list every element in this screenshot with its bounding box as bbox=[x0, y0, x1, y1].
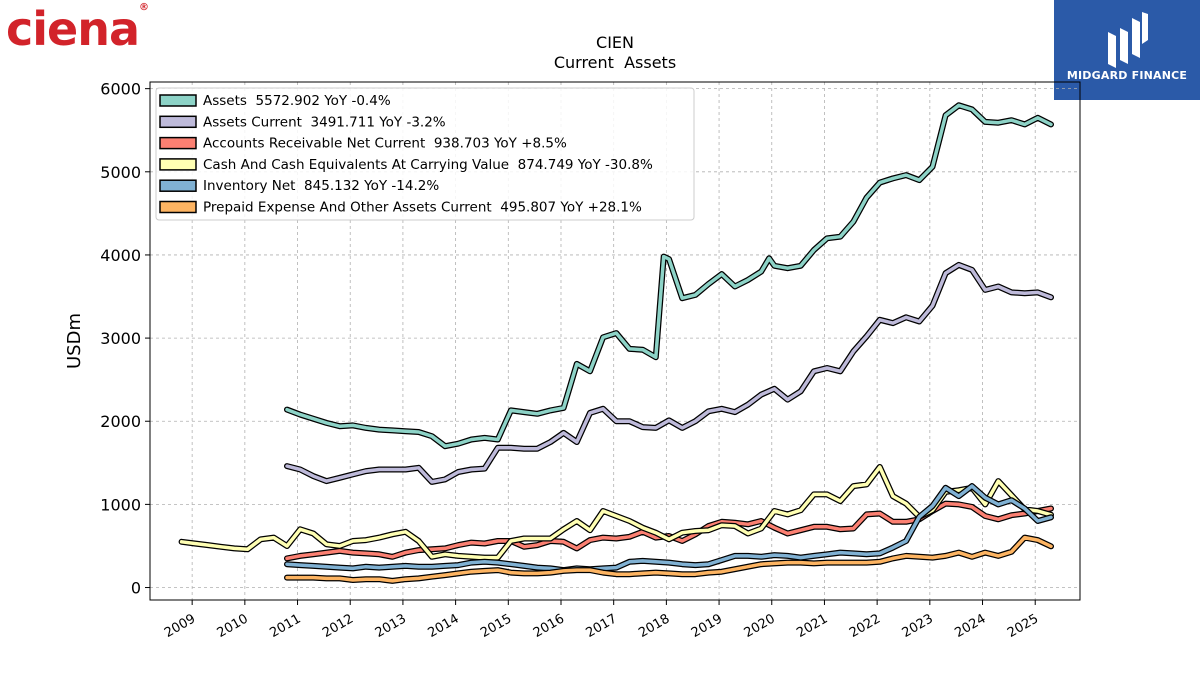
y-tick-label: 4000 bbox=[100, 246, 141, 265]
legend-swatch bbox=[159, 136, 197, 150]
y-tick-label: 0 bbox=[131, 579, 141, 598]
plot-frame bbox=[149, 81, 1081, 601]
legend-item: Prepaid Expense And Other Assets Current… bbox=[159, 200, 642, 216]
midgard-finance-logo: MIDGARD FINANCE bbox=[1054, 0, 1200, 100]
midgard-finance-wordmark: MIDGARD FINANCE bbox=[1066, 69, 1188, 82]
series-4 bbox=[284, 483, 1054, 574]
ciena-logo: ciena® bbox=[6, 2, 149, 56]
legend-label: Inventory Net 845.132 YoY -14.2% bbox=[203, 178, 439, 194]
legend-label: Assets Current 3491.711 YoY -3.2% bbox=[203, 114, 446, 130]
legend-swatch bbox=[159, 200, 197, 214]
legend-item: Inventory Net 845.132 YoY -14.2% bbox=[159, 178, 439, 194]
x-tick-label: 2022 bbox=[847, 611, 883, 641]
y-axis-label: USDm bbox=[64, 313, 85, 369]
legend-swatch bbox=[159, 94, 197, 107]
legend-swatch bbox=[159, 158, 197, 171]
legend-label: Accounts Receivable Net Current 938.703 … bbox=[203, 136, 567, 152]
x-tick-label: 2014 bbox=[425, 611, 461, 641]
legend-label: Cash And Cash Equivalents At Carrying Va… bbox=[203, 157, 653, 173]
x-tick-label: 2015 bbox=[478, 611, 514, 641]
legend-swatch bbox=[159, 179, 197, 192]
y-tick-label: 3000 bbox=[100, 329, 141, 348]
series-line bbox=[285, 484, 1053, 572]
legend: Assets 5572.902 YoY -0.4% Assets Current … bbox=[155, 87, 695, 221]
series-line bbox=[285, 103, 1053, 448]
series-5 bbox=[284, 534, 1054, 584]
x-tick-label: 2019 bbox=[689, 611, 725, 641]
chart-subtitle: Current Assets bbox=[554, 53, 676, 72]
series-3 bbox=[178, 464, 1054, 561]
x-tick-label: 2024 bbox=[952, 611, 988, 641]
x-tick-label: 2011 bbox=[267, 611, 303, 641]
y-tick-label: 1000 bbox=[100, 495, 141, 514]
legend-label: Assets 5572.902 YoY -0.4% bbox=[203, 93, 391, 109]
series-lines bbox=[178, 102, 1054, 584]
x-tick-label: 2016 bbox=[531, 611, 567, 641]
x-tick-label: 2025 bbox=[1005, 611, 1041, 641]
legend-item: Cash And Cash Equivalents At Carrying Va… bbox=[159, 157, 653, 173]
series-1 bbox=[284, 261, 1054, 485]
x-tick-label: 2021 bbox=[794, 611, 830, 641]
y-tick-label: 2000 bbox=[100, 412, 141, 431]
series-line bbox=[285, 535, 1053, 583]
x-tick-label: 2020 bbox=[742, 611, 778, 641]
ciena-logo-text: ciena bbox=[6, 2, 140, 56]
x-tick-label: 2013 bbox=[373, 611, 409, 641]
x-tick-label: 2017 bbox=[584, 611, 620, 641]
legend-item: Assets 5572.902 YoY -0.4% bbox=[159, 93, 391, 109]
legend-item: Accounts Receivable Net Current 938.703 … bbox=[159, 136, 567, 152]
x-tick-label: 2009 bbox=[162, 611, 198, 641]
series-line bbox=[179, 465, 1053, 560]
midgard-emblem-icon bbox=[1108, 12, 1148, 68]
x-tick-label: 2012 bbox=[320, 611, 356, 641]
y-tick-label: 5000 bbox=[100, 163, 141, 182]
legend-box bbox=[155, 87, 695, 221]
series-line bbox=[285, 263, 1053, 484]
x-tick-label: 2010 bbox=[215, 611, 251, 641]
registered-mark-icon: ® bbox=[139, 2, 149, 13]
series-0 bbox=[284, 102, 1054, 450]
legend-item: Assets Current 3491.711 YoY -3.2% bbox=[159, 114, 446, 130]
chart-title: CIEN bbox=[596, 33, 634, 52]
legend-swatch bbox=[159, 115, 197, 129]
x-tick-label: 2023 bbox=[900, 611, 936, 641]
y-tick-label: 6000 bbox=[100, 80, 141, 99]
legend-label: Prepaid Expense And Other Assets Current… bbox=[203, 200, 642, 216]
x-tick-label: 2018 bbox=[636, 611, 672, 641]
